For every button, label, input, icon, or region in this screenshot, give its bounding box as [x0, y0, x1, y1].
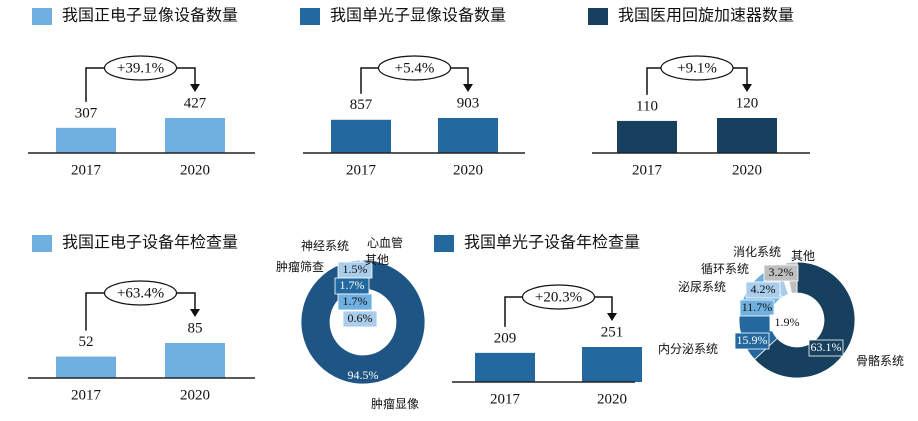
arrow-head: [190, 309, 200, 317]
bar: [56, 127, 116, 153]
value-label: 251: [601, 324, 624, 340]
category-label: 骨骼系统: [856, 353, 904, 368]
value-label-box: [739, 299, 775, 317]
arrow-head: [742, 84, 752, 92]
category-label: 其他: [791, 249, 815, 263]
value-label-box: [769, 314, 805, 332]
value-label: 85: [188, 320, 203, 336]
annotation: +9.1%: [677, 60, 717, 76]
value-label: 0.6%: [348, 311, 373, 325]
bar: [331, 119, 391, 153]
value-label-box: [342, 310, 378, 328]
legend-label: 我国单光子设备年检查量: [464, 234, 640, 252]
x-tick-label: 2020: [732, 162, 762, 178]
value-label: 209: [494, 330, 517, 346]
bar: [438, 118, 498, 153]
legend-swatch: [32, 8, 52, 25]
value-label: 15.9%: [737, 333, 768, 347]
value-label: 110: [636, 98, 658, 114]
bar: [475, 352, 535, 382]
arrow-head: [463, 84, 473, 92]
annotation-bubble: [103, 55, 178, 81]
x-tick-label: 2017: [71, 387, 102, 403]
legend-label: 我国正电子设备年检查量: [62, 234, 238, 252]
category-label: 肿瘤筛查: [276, 259, 324, 274]
value-label: 63.1%: [811, 340, 842, 354]
category-label: 消化系统: [733, 245, 781, 259]
bar: [582, 347, 642, 382]
annotation: +63.4%: [117, 285, 164, 301]
value-label: 3.2%: [769, 265, 794, 279]
x-tick-label: 2020: [453, 162, 483, 178]
annotation: +5.4%: [395, 60, 435, 76]
category-label: 心血管: [367, 235, 403, 250]
x-tick-label: 2017: [490, 391, 521, 407]
x-tick-label: 2020: [180, 387, 210, 403]
value-label: 4.2%: [751, 282, 776, 296]
value-label: 120: [736, 95, 759, 111]
value-label: 857: [350, 97, 373, 113]
category-label: 泌尿系统: [678, 280, 726, 294]
bar: [165, 118, 225, 153]
x-tick-label: 2017: [346, 162, 377, 178]
bar: [56, 356, 116, 378]
annotation-bubble: [521, 284, 596, 310]
x-tick-label: 2020: [180, 162, 210, 178]
donut-slice: [300, 259, 426, 385]
category-label: 肿瘤显像: [371, 396, 419, 411]
legend-swatch: [300, 8, 320, 25]
value-label: 1.5%: [343, 262, 368, 276]
x-tick-label: 2017: [632, 162, 663, 178]
annotation: +39.1%: [117, 60, 164, 76]
category-label: 神经系统: [301, 239, 349, 253]
arrow-head: [190, 84, 200, 92]
legend-label: 我国正电子显像设备数量: [62, 7, 238, 25]
category-label: 循环系统: [701, 262, 749, 276]
annotation-bubble: [103, 280, 178, 306]
value-label: 1.7%: [340, 278, 365, 292]
category-label: 其他: [365, 253, 389, 267]
bar: [617, 120, 677, 153]
value-label: 903: [457, 95, 480, 111]
value-label: 94.5%: [348, 368, 379, 382]
value-label: 52: [79, 334, 94, 350]
value-label-box: [763, 264, 799, 282]
bar: [165, 343, 225, 378]
arrow-head: [607, 313, 617, 321]
legend-swatch: [434, 235, 454, 252]
value-label-box: [734, 332, 770, 350]
annotation-bubble: [660, 55, 734, 81]
legend-label: 我国单光子显像设备数量: [330, 7, 506, 25]
value-label-box: [337, 293, 373, 311]
annotation-bubble: [377, 55, 452, 81]
value-label-box: [745, 281, 781, 299]
x-tick-label: 2020: [597, 391, 627, 407]
value-label: 11.7%: [742, 300, 773, 314]
legend-label: 我国医用回旋加速器数量: [618, 7, 794, 25]
bar: [717, 118, 777, 153]
legend-swatch: [588, 8, 608, 25]
value-label: 427: [184, 95, 207, 111]
value-label: 1.7%: [343, 294, 368, 308]
legend-swatch: [32, 235, 52, 252]
annotation: +20.3%: [535, 289, 582, 305]
x-tick-label: 2017: [71, 162, 102, 178]
value-label-box: [808, 339, 844, 357]
value-label: 307: [75, 105, 98, 121]
category-label: 内分泌系统: [658, 342, 718, 356]
value-label: 1.9%: [775, 315, 800, 329]
